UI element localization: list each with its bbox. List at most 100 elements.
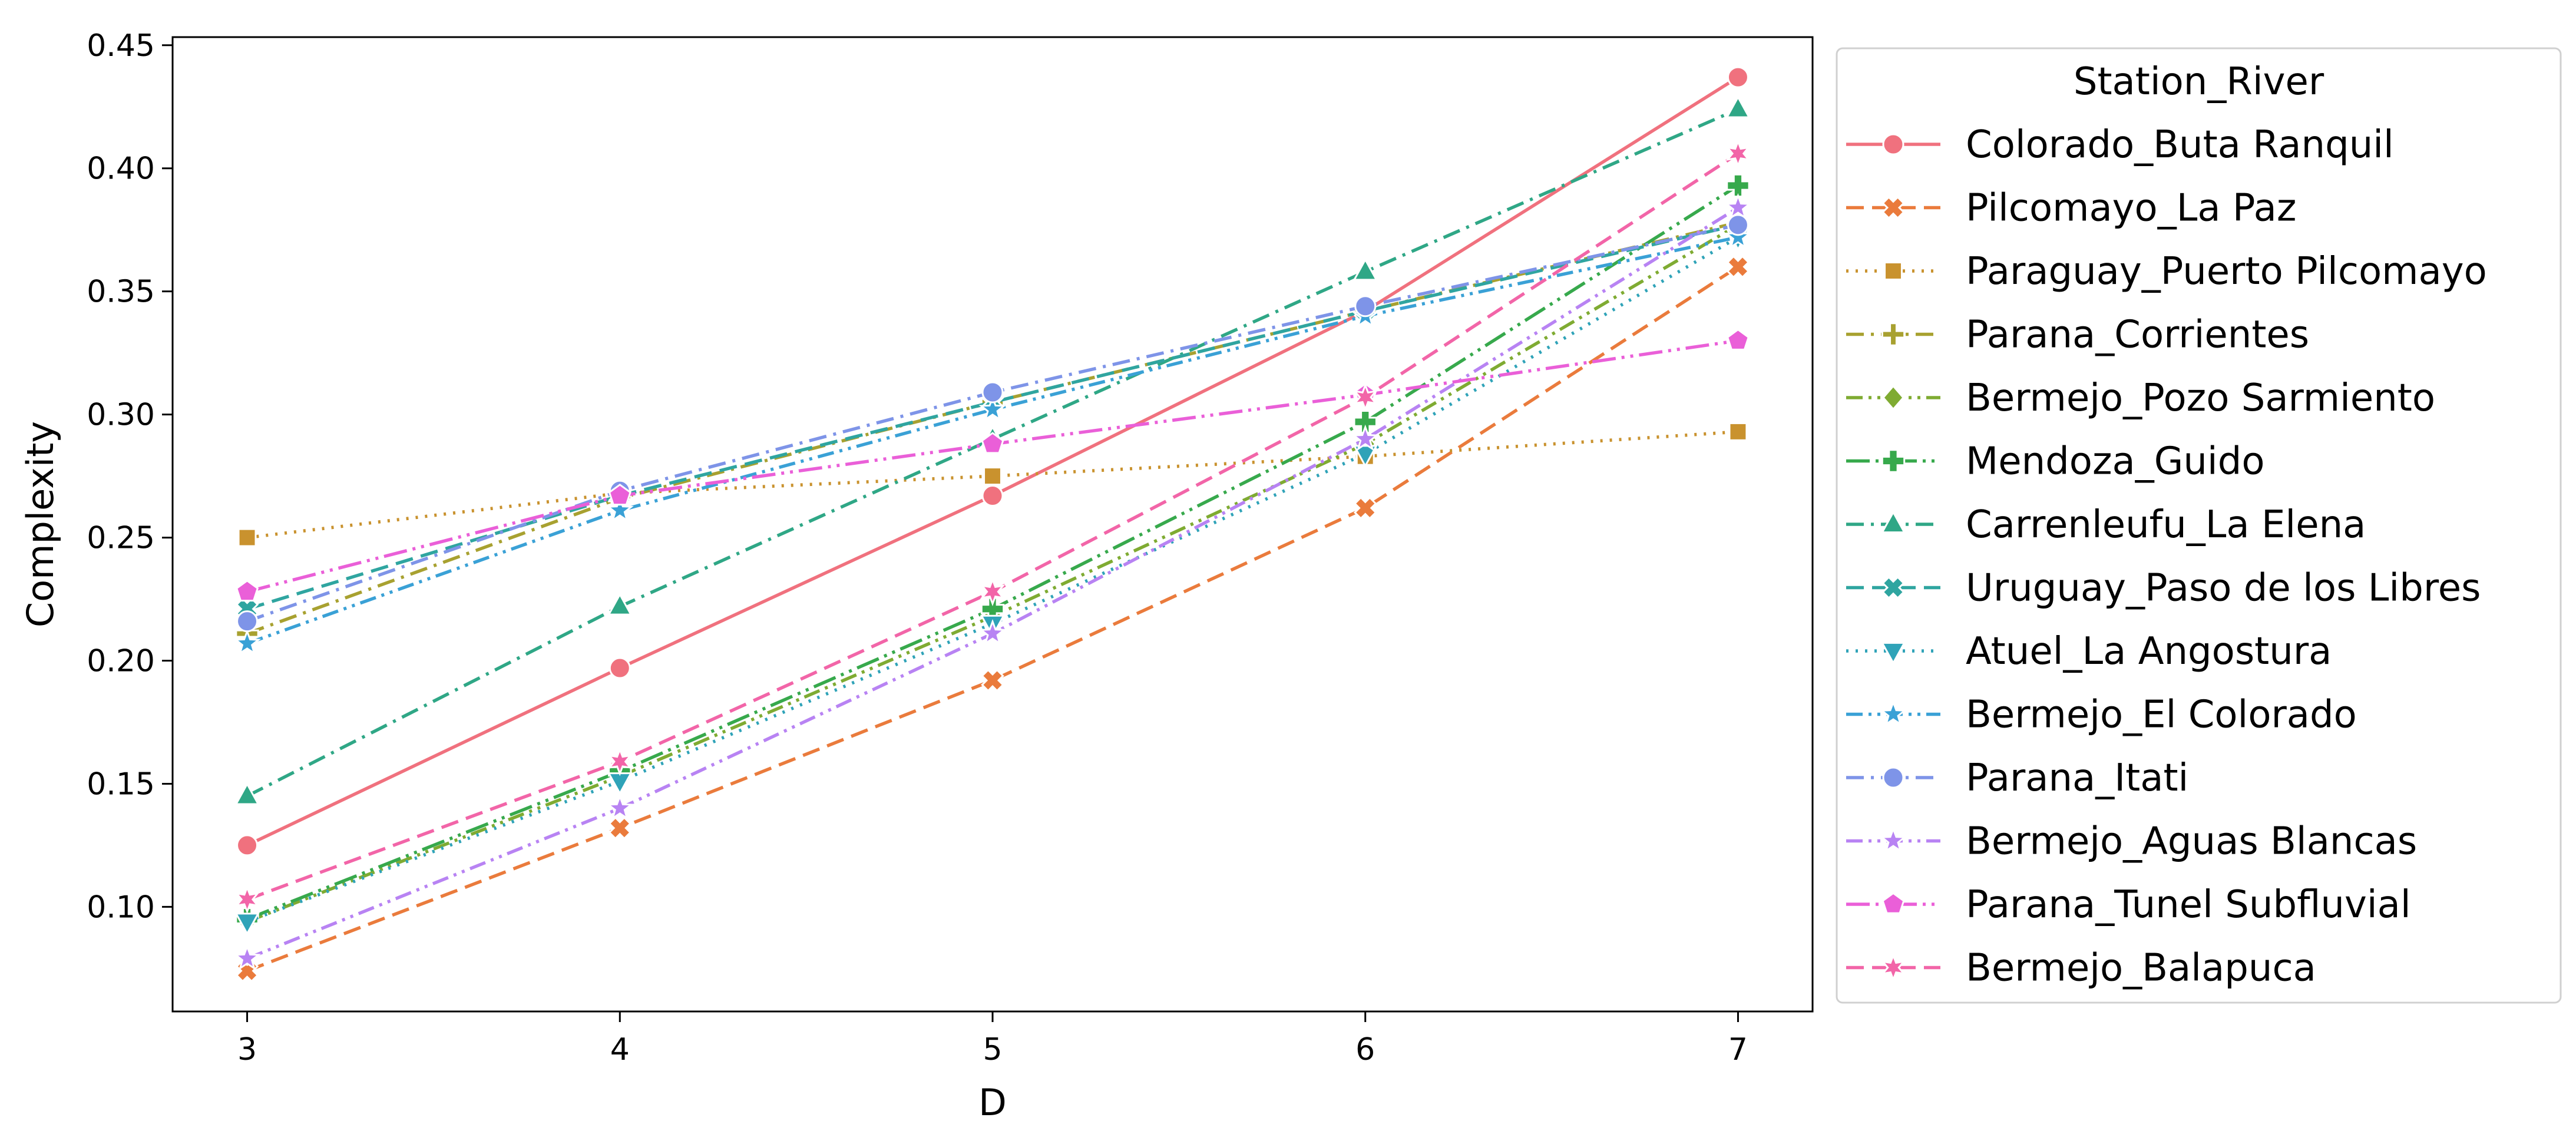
legend-title: Station_River: [2074, 60, 2324, 104]
legend-item: Pilcomayo_La Paz: [1846, 187, 2296, 230]
legend-label: Parana_Tunel Subfluvial: [1966, 883, 2411, 927]
y-tick-label: 0.25: [87, 521, 155, 556]
legend-marker: [1881, 576, 1905, 600]
x-axis-ticks: 3 4 5 6 7: [237, 1011, 1748, 1067]
data-point: [236, 610, 259, 633]
legend-label: Parana_Itati: [1966, 756, 2188, 800]
data-point: [234, 782, 260, 805]
data-point: [235, 579, 259, 602]
y-tick-label: 0.45: [87, 28, 155, 64]
legend-label: Bermejo_Aguas Blancas: [1966, 820, 2417, 864]
legend-items: Colorado_Buta Ranquil Pilcomayo_La Paz Par…: [1846, 123, 2487, 990]
legend-marker: [1881, 196, 1905, 220]
series-11: [236, 214, 1749, 633]
legend-item: Bermejo_El Colorado: [1846, 693, 2357, 737]
data-point: [1727, 66, 1749, 88]
legend-box: [1836, 47, 2562, 1004]
legend-label: Mendoza_Guido: [1966, 440, 2264, 484]
x-tick-label: 3: [237, 1032, 257, 1067]
data-point: [234, 885, 260, 914]
data-point: [981, 381, 1004, 404]
data-point: [237, 528, 257, 547]
legend-item: Atuel_La Angostura: [1846, 630, 2332, 673]
data-point: [1353, 496, 1377, 520]
series-13: [235, 328, 1750, 602]
data-point: [978, 395, 1007, 422]
legend-marker: [1880, 642, 1906, 665]
legend-label: Parana_Corrientes: [1966, 313, 2309, 357]
data-point: [1726, 173, 1750, 198]
series-line: [246, 223, 1739, 611]
x-tick-label: 4: [610, 1032, 630, 1067]
y-tick-label: 0.15: [87, 766, 155, 802]
x-tick-label: 7: [1728, 1032, 1748, 1067]
data-point: [1726, 255, 1750, 279]
legend-item: Colorado_Buta Ranquil: [1846, 123, 2394, 167]
data-point: [606, 794, 634, 821]
series-12: [233, 193, 1752, 971]
legend-marker: [1882, 766, 1904, 789]
data-point: [609, 657, 631, 679]
data-point: [607, 593, 633, 616]
x-axis-label: D: [978, 1081, 1007, 1124]
y-axis-label: Complexity: [19, 421, 62, 627]
data-point: [236, 834, 259, 857]
legend-label: Uruguay_Paso de los Libres: [1966, 567, 2481, 610]
legend-label: Atuel_La Angostura: [1966, 630, 2332, 673]
series-14: [234, 139, 1751, 914]
legend-label: Colorado_Buta Ranquil: [1966, 123, 2394, 167]
data-point: [1353, 382, 1378, 412]
legend-label: Bermejo_Balapuca: [1966, 947, 2316, 990]
data-point: [981, 669, 1004, 692]
legend-marker: [1879, 699, 1907, 726]
series-line: [246, 265, 1739, 973]
legend-item: Parana_Corrientes: [1846, 313, 2309, 357]
data-point: [978, 619, 1007, 646]
y-tick-label: 0.35: [87, 275, 155, 310]
data-point: [980, 577, 1006, 607]
legend-item: Carrenleufu_La Elena: [1846, 503, 2366, 547]
legend-marker: [1880, 953, 1906, 983]
legend-marker: [1882, 385, 1904, 411]
x-tick-label: 5: [983, 1032, 1002, 1067]
data-point: [981, 485, 1004, 507]
data-point: [233, 944, 262, 971]
legend-marker: [1882, 133, 1904, 156]
data-point: [1727, 214, 1749, 236]
legend-label: Carrenleufu_La Elena: [1966, 503, 2366, 547]
y-tick-label: 0.40: [87, 151, 155, 187]
data-point: [983, 467, 1002, 486]
data-point: [1351, 424, 1380, 451]
data-point: [981, 432, 1004, 454]
series-line: [247, 430, 1738, 540]
legend-marker: [1880, 510, 1906, 534]
data-point: [1724, 193, 1752, 220]
legend-item: Bermejo_Balapuca: [1846, 947, 2316, 990]
legend-marker: [1881, 892, 1905, 914]
data-point: [608, 816, 632, 840]
x-tick-label: 6: [1355, 1032, 1375, 1067]
legend-item: Parana_Tunel Subfluvial: [1846, 883, 2411, 927]
series-line: [246, 236, 1739, 645]
legend-label: Bermejo_El Colorado: [1966, 693, 2357, 737]
data-point: [1726, 328, 1750, 351]
data-point: [1353, 409, 1377, 434]
data-point: [1724, 223, 1752, 249]
y-tick-label: 0.30: [87, 398, 155, 433]
data-point: [606, 495, 634, 523]
legend-marker: [1884, 262, 1903, 280]
y-tick-label: 0.10: [87, 890, 155, 925]
legend-marker: [1881, 322, 1906, 346]
data-point: [607, 747, 633, 776]
data-point: [1353, 445, 1378, 468]
legend-item: Paraguay_Puerto Pilcomayo: [1846, 250, 2487, 293]
legend-item: Bermejo_Pozo Sarmiento: [1846, 376, 2435, 420]
legend: Station_River Colorado_Buta Ranquil Pilco…: [1836, 47, 2562, 1004]
data-point: [1353, 257, 1378, 281]
legend-label: Paraguay_Puerto Pilcomayo: [1966, 250, 2487, 293]
data-point: [1725, 139, 1751, 168]
data-point: [233, 629, 262, 656]
legend-item: Bermejo_Aguas Blancas: [1846, 820, 2417, 864]
legend-item: Parana_Itati: [1846, 756, 2188, 800]
